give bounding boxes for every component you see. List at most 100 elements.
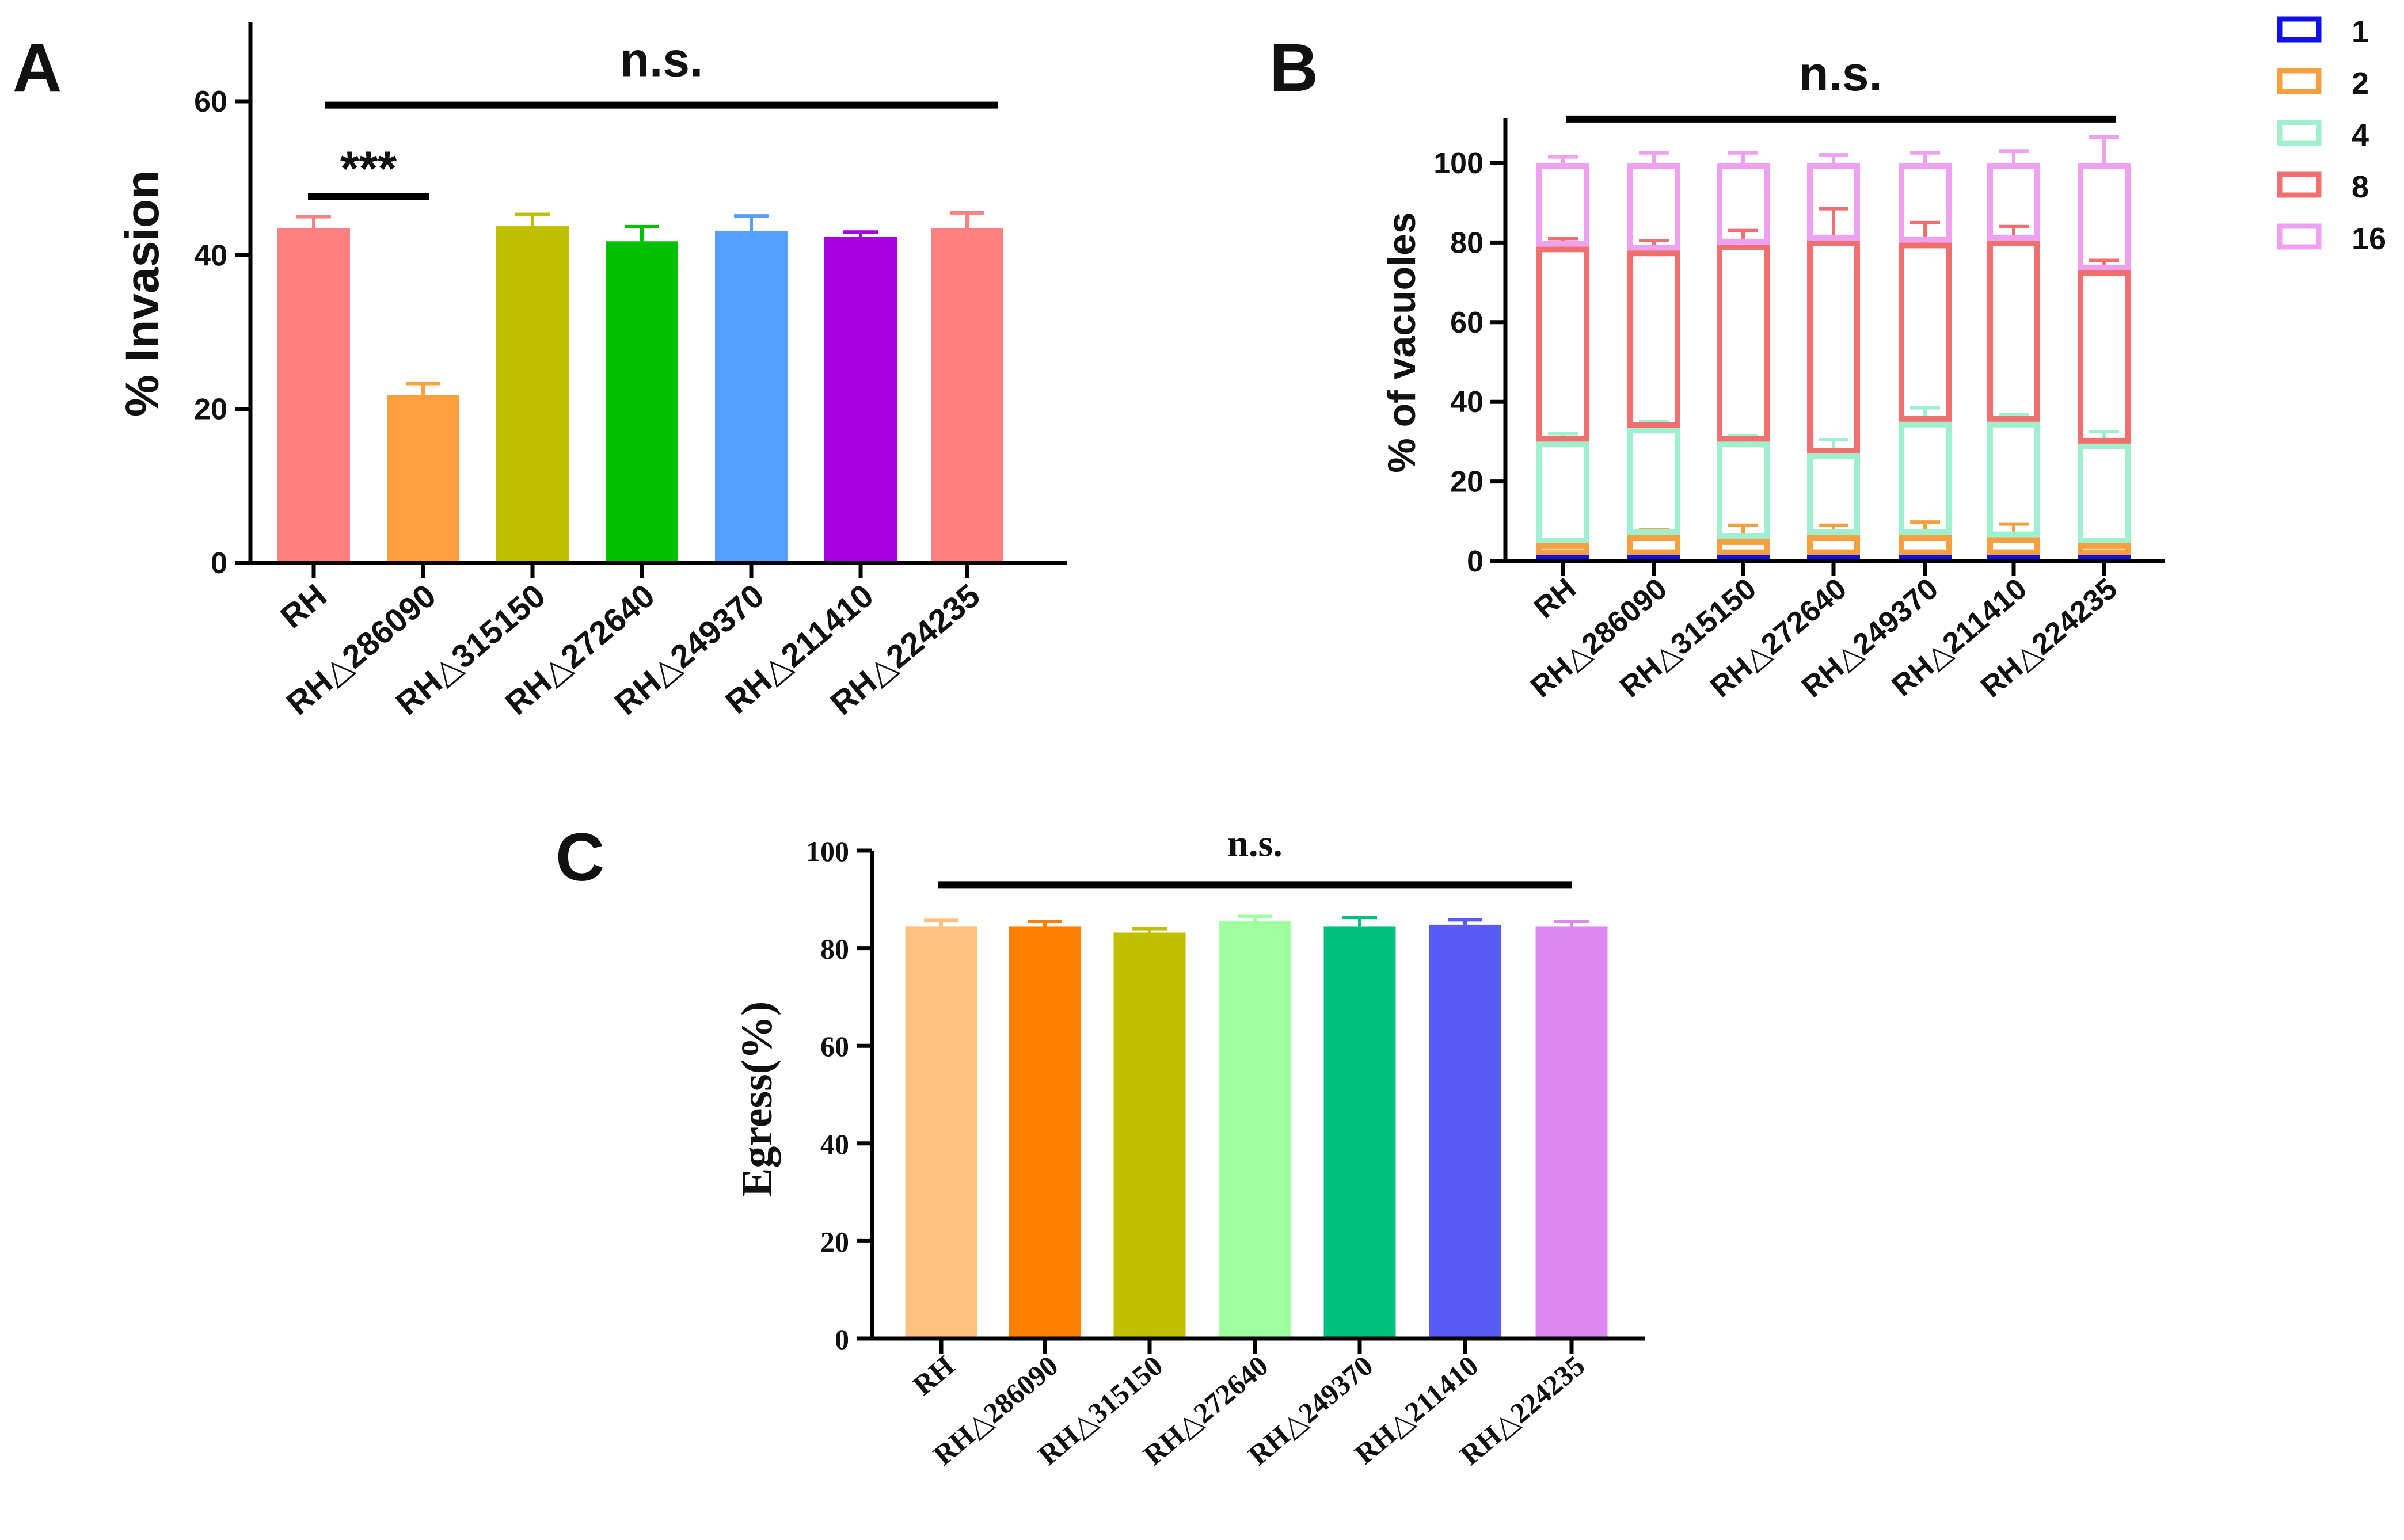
legend-label-16: 16: [2352, 222, 2386, 256]
stack-segment-1-rh-delta-224235: [2078, 555, 2131, 562]
y-tick-label: 80: [1450, 226, 1484, 260]
significance-label-ns: n.s.: [1799, 47, 1882, 101]
panel-a: A % Invasion 0 20 40 60 n.s. *** RHRH△286090…: [13, 22, 1067, 722]
legend-swatch-2: [2277, 68, 2322, 94]
bar-rh-delta-272640: [606, 241, 678, 563]
stack-segment-1-rh-delta-249370: [1899, 555, 1952, 562]
panel-c-y-ticks: 0 20 40 60 80 100: [806, 835, 872, 1355]
panel-c-bars: [905, 921, 1608, 1339]
y-tick-label: 40: [194, 239, 227, 272]
significance-label-ns: n.s.: [1227, 822, 1282, 864]
legend-swatch-1: [2277, 16, 2322, 43]
stack-segment-8-rh-delta-315150: [1717, 244, 1770, 442]
stack-segment-16-rh-delta-249370: [1899, 163, 1952, 243]
bar-rh-delta-224235: [931, 228, 1003, 563]
stack-segment-16-rh-delta-286090: [1627, 163, 1680, 251]
y-tick-label: 60: [1450, 306, 1484, 340]
panel-b-legend: 1 2 4 8 16: [2277, 14, 2386, 256]
bar-rh-delta-249370: [715, 231, 788, 563]
x-tick-label-rh: RH: [907, 1349, 961, 1401]
stack-segment-2-rh: [1536, 543, 1589, 555]
panel-c-y-axis-label: Egress(%): [733, 1001, 781, 1198]
bar-rh: [905, 926, 977, 1339]
panel-a-error-bars: [296, 211, 984, 395]
stack-segment-2-rh-delta-224235: [2078, 543, 2131, 555]
legend-label-4: 4: [2352, 118, 2369, 153]
bar-rh-delta-315150: [496, 226, 569, 563]
panel-c: C Egress(%) 0 20 40 60 80 100 n.s. RHRH△28609…: [556, 819, 1645, 1472]
panel-a-x-ticks: RHRH△286090RH△315150RH△272640RH△249370RH…: [273, 563, 987, 722]
legend-label-8: 8: [2352, 170, 2369, 204]
stack-segment-16-rh-delta-315150: [1717, 163, 1770, 245]
legend-swatch-4: [2277, 120, 2322, 146]
bar-rh-delta-315150: [1113, 932, 1186, 1339]
legend-swatch-8: [2277, 171, 2322, 198]
x-tick-label-rh: RH: [1528, 572, 1583, 626]
x-tick-label-rh: RH: [273, 577, 333, 636]
bar-rh-delta-286090: [387, 395, 459, 563]
y-tick-label: 40: [820, 1128, 849, 1160]
stack-segment-4-rh-delta-315150: [1717, 441, 1770, 539]
panel-c-error-bars: [924, 914, 1589, 933]
legend-label-2: 2: [2352, 66, 2369, 101]
y-tick-label: 80: [820, 933, 849, 965]
y-tick-label: 40: [1450, 386, 1484, 419]
y-tick-label: 0: [211, 547, 227, 580]
stack-segment-4-rh-delta-272640: [1807, 453, 1860, 536]
stack-segment-1-rh-delta-272640: [1807, 555, 1860, 562]
y-tick-label: 20: [194, 393, 227, 426]
bar-rh-delta-249370: [1323, 926, 1396, 1339]
y-tick-label: 60: [820, 1030, 849, 1062]
stack-segment-8-rh-delta-249370: [1899, 242, 1952, 422]
stack-segment-16-rh-delta-211410: [1987, 163, 2040, 241]
y-tick-label: 0: [1467, 545, 1484, 578]
panel-b: B % of vacuoles 0 20 40 60 80 100 n.s. RHRH△2…: [1269, 14, 2386, 704]
panel-a-y-axis-label: % Invasion: [116, 170, 169, 417]
bar-rh-delta-224235: [1535, 926, 1608, 1339]
panel-b-axes: [1503, 118, 2165, 563]
stack-segment-2-rh-delta-211410: [1987, 537, 2040, 555]
bar-rh-delta-211410: [1429, 924, 1501, 1339]
panel-c-x-ticks: RHRH△286090RH△315150RH△272640RH△249370RH…: [907, 1339, 1591, 1472]
panel-c-axes: [870, 851, 1645, 1341]
stack-segment-1-rh-delta-211410: [1987, 555, 2040, 562]
panel-b-x-ticks: RHRH△286090RH△315150RH△272640RH△249370RH…: [1524, 561, 2124, 704]
y-tick-label: 20: [820, 1225, 849, 1257]
panel-a-bars: [277, 226, 1003, 563]
stack-segment-8-rh-delta-224235: [2078, 270, 2131, 444]
stack-segment-2-rh-delta-272640: [1807, 535, 1860, 555]
stack-segment-4-rh-delta-249370: [1899, 421, 1952, 536]
y-tick-label: 100: [806, 835, 849, 867]
panel-b-label: B: [1269, 30, 1318, 106]
bar-rh: [277, 228, 350, 563]
stack-segment-8-rh-delta-211410: [1987, 240, 2040, 422]
legend-swatch-16: [2277, 223, 2322, 250]
stack-segment-1-rh-delta-286090: [1627, 555, 1680, 562]
significance-label-stars: ***: [340, 142, 397, 196]
y-tick-label: 100: [1433, 147, 1484, 180]
panel-c-significance: n.s.: [938, 822, 1572, 889]
bar-rh-delta-286090: [1009, 926, 1081, 1339]
y-tick-label: 0: [835, 1323, 849, 1355]
stack-segment-16-rh-delta-224235: [2078, 163, 2131, 270]
y-tick-label: 60: [194, 85, 227, 119]
significance-label-ns: n.s.: [620, 33, 703, 87]
legend-label-1: 1: [2352, 14, 2369, 49]
stack-segment-8-rh-delta-272640: [1807, 240, 1860, 454]
stack-segment-8-rh-delta-286090: [1627, 250, 1680, 428]
panel-c-label: C: [556, 819, 604, 895]
panel-b-y-axis-label: % of vacuoles: [1380, 212, 1424, 473]
panel-b-significance: n.s.: [1566, 47, 2116, 123]
panel-b-stacked-bars: [1536, 135, 2131, 562]
stack-segment-16-rh-delta-272640: [1807, 163, 1860, 241]
stack-segment-1-rh-delta-315150: [1717, 555, 1770, 562]
stack-segment-2-rh-delta-249370: [1899, 535, 1952, 555]
stack-segment-4-rh: [1536, 441, 1589, 543]
stack-segment-1-rh: [1536, 555, 1589, 562]
stack-segment-8-rh: [1536, 246, 1589, 442]
stack-segment-4-rh-delta-224235: [2078, 443, 2131, 543]
panel-a-label: A: [13, 30, 62, 106]
bar-rh-delta-211410: [824, 237, 897, 563]
stack-segment-2-rh-delta-286090: [1627, 535, 1680, 555]
